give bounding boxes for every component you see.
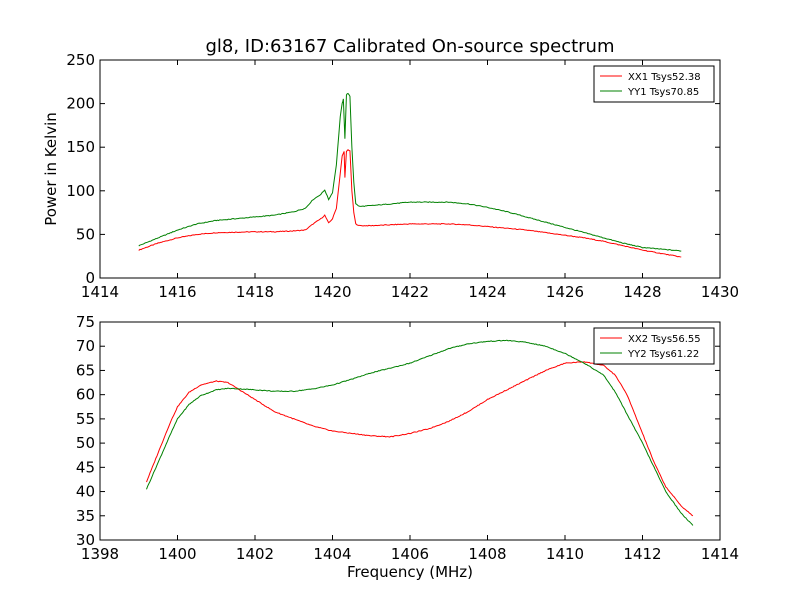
top-chart-title: gl8, ID:63167 Calibrated On-source spect… [205, 36, 614, 57]
series-line-2 [138, 92, 682, 252]
y-tick-label: 150 [66, 138, 95, 156]
legend-label: YY2 Tsys61.22 [627, 349, 699, 360]
y-tick-label: 65 [76, 361, 95, 379]
x-tick-label: 1414 [81, 283, 119, 301]
y-tick-label: 200 [66, 95, 95, 113]
x-tick-label: 1400 [158, 545, 196, 563]
y-tick-label: 50 [76, 434, 95, 452]
x-tick-label: 1430 [701, 283, 739, 301]
x-tick-label: 1414 [701, 545, 739, 563]
x-tick-label: 1406 [391, 545, 429, 563]
y-tick-label: 55 [76, 410, 95, 428]
series-line-1 [146, 361, 694, 517]
y-tick-label: 40 [76, 483, 95, 501]
legend-label: XX2 Tsys56.55 [628, 334, 701, 345]
y-tick-label: 250 [66, 51, 95, 69]
y-tick-label: 60 [76, 386, 95, 404]
x-tick-label: 1422 [391, 283, 429, 301]
top-plot: 1414 1416 1418 1420 1422 1424 1426 1428 1430 0 50 1… [66, 51, 739, 301]
x-tick-label: 1424 [468, 283, 506, 301]
y-tick-label: 30 [76, 531, 95, 549]
legend [593, 327, 715, 365]
bottom-x-axis-label: Frequency (MHz) [347, 563, 473, 581]
y-tick-label: 45 [76, 458, 95, 476]
y-tick-label: 35 [76, 507, 95, 525]
y-tick-label: 50 [76, 225, 95, 243]
series-line-2 [146, 339, 694, 526]
x-tick-label: 1416 [158, 283, 196, 301]
y-tick-label: 75 [76, 313, 95, 331]
x-tick-label: 1398 [81, 545, 119, 563]
x-tick-label: 1418 [236, 283, 274, 301]
y-tick-label: 0 [85, 269, 95, 287]
bottom-plot: 1398 1400 1402 1404 1406 1408 1410 1412 1414 30 35… [76, 313, 739, 563]
x-tick-label: 1420 [313, 283, 351, 301]
x-tick-label: 1408 [468, 545, 506, 563]
y-tick-label: 70 [76, 337, 95, 355]
series-line-1 [138, 149, 682, 258]
x-tick-label: 1412 [623, 545, 661, 563]
x-tick-label: 1410 [546, 545, 584, 563]
y-tick-label: 100 [66, 182, 95, 200]
legend-label: YY1 Tsys70.85 [627, 87, 699, 98]
x-tick-label: 1402 [236, 545, 274, 563]
legend [593, 65, 715, 103]
x-tick-label: 1426 [546, 283, 584, 301]
legend-label: XX1 Tsys52.38 [628, 72, 701, 83]
top-y-axis-label: Power in Kelvin [42, 112, 60, 226]
x-tick-label: 1428 [623, 283, 661, 301]
x-tick-label: 1404 [313, 545, 351, 563]
